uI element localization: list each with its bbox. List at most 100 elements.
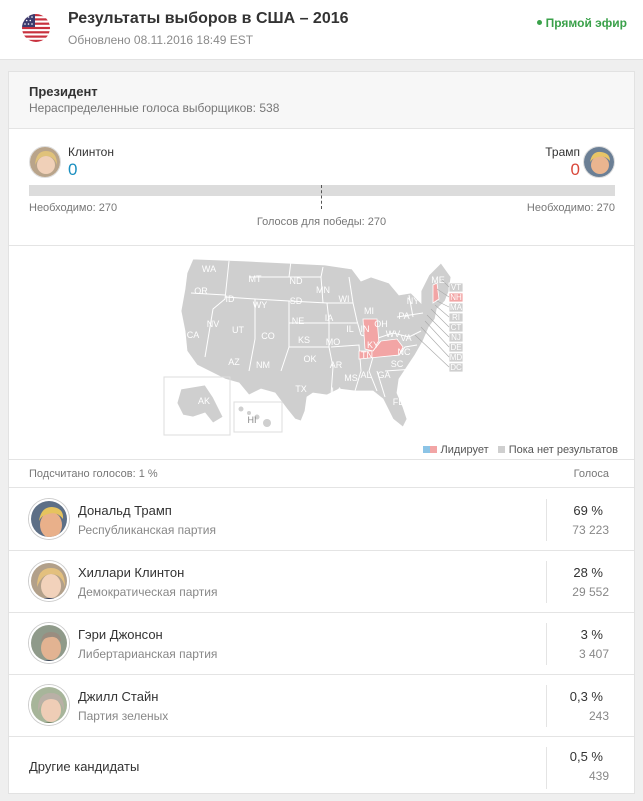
state-label-dc: DC [450, 363, 462, 372]
president-section: Президент Нераспределенные голоса выборщ… [9, 72, 634, 129]
stein-photo [29, 685, 69, 725]
us-results-map[interactable]: WA OR CA ID NV MT WY UT AZ CO NM ND SD N… [9, 247, 634, 460]
updated-timestamp: Обновлено 08.11.2016 18:49 EST [68, 33, 254, 47]
state-label-ky: KY [367, 340, 379, 350]
trump-needed: Необходимо: 270 [526, 202, 615, 214]
state-label-hi: HI [248, 415, 257, 425]
candidate-votes: 73 223 [572, 523, 609, 537]
state-label-nd: ND [290, 276, 303, 286]
state-label-oh: OH [374, 319, 388, 329]
state-label-ok: OK [303, 354, 316, 364]
candidate-party: Либертарианская партия [78, 647, 218, 661]
candidate-row[interactable]: Джилл Стайн Партия зеленых 0,3 % 243 [9, 675, 634, 737]
state-label-mt: MT [249, 274, 262, 284]
counted-votes: Подсчитано голосов: 1 % [29, 468, 158, 480]
trump-electoral-count: 0 [570, 160, 580, 179]
other-candidates-row[interactable]: Другие кандидаты 0,5 % 439 [9, 737, 634, 799]
johnson-photo [29, 623, 69, 663]
candidate-row[interactable]: Хиллари Клинтон Демократическая партия 2… [9, 551, 634, 613]
state-ak[interactable] [176, 384, 224, 424]
section-title: Президент [29, 84, 98, 99]
state-label-mn: MN [316, 285, 330, 295]
candidate-percent: 69 % [573, 503, 603, 518]
state-label-ut: UT [232, 325, 244, 335]
live-dot-icon [536, 20, 542, 26]
state-label-wy: WY [253, 300, 268, 310]
state-label-az: AZ [228, 357, 240, 367]
win-threshold-marker [321, 185, 322, 209]
legend-clinton-swatch [422, 445, 430, 453]
state-label-vt: VT [451, 283, 461, 292]
candidate-party: Партия зеленых [78, 709, 169, 723]
other-candidates-label: Другие кандидаты [29, 759, 140, 774]
state-label-al: AL [360, 370, 371, 380]
trump-photo [29, 499, 69, 539]
votes-column-header: Голоса [573, 468, 609, 480]
results-list-header: Подсчитано голосов: 1 % Голоса [9, 461, 634, 488]
clinton-electoral-count: 0 [68, 160, 78, 179]
state-label-wi: WI [339, 294, 350, 304]
state-label-sc: SC [391, 359, 404, 369]
state-label-ri: RI [452, 313, 460, 322]
clinton-avatar [29, 146, 61, 178]
state-label-ks: KS [298, 335, 310, 345]
candidate-name: Хиллари Клинтон [78, 565, 185, 580]
state-label-wv: WV [386, 329, 401, 339]
live-link[interactable]: Прямой эфир [536, 16, 627, 30]
state-ky[interactable] [358, 338, 404, 360]
state-label-ny: NY [407, 296, 420, 306]
state-label-me: ME [431, 275, 445, 285]
state-label-ne: NE [292, 316, 305, 326]
legend-leading-label: Лидирует [440, 444, 489, 456]
state-label-in: IN [361, 324, 370, 334]
legend-no-results-label: Пока нет результатов [508, 444, 618, 456]
state-label-ia: IA [325, 313, 334, 323]
candidate-party: Демократическая партия [78, 585, 218, 599]
state-label-ca: CA [187, 330, 200, 340]
state-label-nm: NM [256, 360, 270, 370]
legend-no-results-swatch [497, 445, 505, 453]
divider [546, 747, 547, 789]
candidate-votes: 243 [588, 709, 609, 723]
state-label-ma: MA [450, 303, 463, 312]
results-map-section: WA OR CA ID NV MT WY UT AZ CO NM ND SD N… [9, 247, 634, 460]
state-label-or: OR [194, 286, 208, 296]
state-label-la: LA [331, 386, 342, 396]
candidate-party: Республиканская партия [78, 523, 216, 537]
legend-trump-swatch [429, 445, 437, 453]
divider [546, 561, 547, 603]
state-label-pa: PA [398, 311, 409, 321]
state-label-tn: TN [361, 350, 373, 360]
state-label-ga: GA [377, 370, 390, 380]
state-hi[interactable] [238, 406, 244, 412]
candidate-row[interactable]: Дональд Трамп Республиканская партия 69 … [9, 489, 634, 551]
candidate-row[interactable]: Гэри Джонсон Либертарианская партия 3 % … [9, 613, 634, 675]
state-label-nh: NH [450, 293, 462, 302]
state-label-tx: TX [295, 384, 307, 394]
divider [546, 685, 547, 727]
candidate-votes: 29 552 [572, 585, 609, 599]
state-label-nv: NV [207, 319, 220, 329]
state-label-ak: AK [198, 396, 210, 406]
state-label-md: MD [450, 353, 463, 362]
clinton-needed: Необходимо: 270 [29, 202, 118, 214]
state-label-id: ID [226, 294, 236, 304]
state-label-mo: MO [326, 337, 341, 347]
us-flag-icon [22, 14, 50, 42]
votes-to-win: Голосов для победы: 270 [256, 216, 387, 228]
other-percent: 0,5 % [569, 749, 603, 764]
state-label-co: CO [261, 331, 275, 341]
state-label-sd: SD [290, 296, 303, 306]
state-label-fl: FL [393, 397, 404, 407]
state-label-wa: WA [202, 264, 216, 274]
state-label-nj: NJ [451, 333, 461, 342]
candidate-name: Гэри Джонсон [78, 627, 163, 642]
divider [546, 499, 547, 541]
electoral-tally: Клинтон 0 Трамп 0 Необходимо: 270 Необхо… [9, 130, 634, 246]
divider [546, 623, 547, 665]
state-label-ar: AR [330, 360, 343, 370]
state-nh[interactable] [432, 282, 440, 304]
trump-name: Трамп [545, 145, 580, 159]
state-label-ms: MS [344, 373, 358, 383]
page-header: Результаты выборов в США – 2016 Обновлен… [0, 0, 643, 60]
